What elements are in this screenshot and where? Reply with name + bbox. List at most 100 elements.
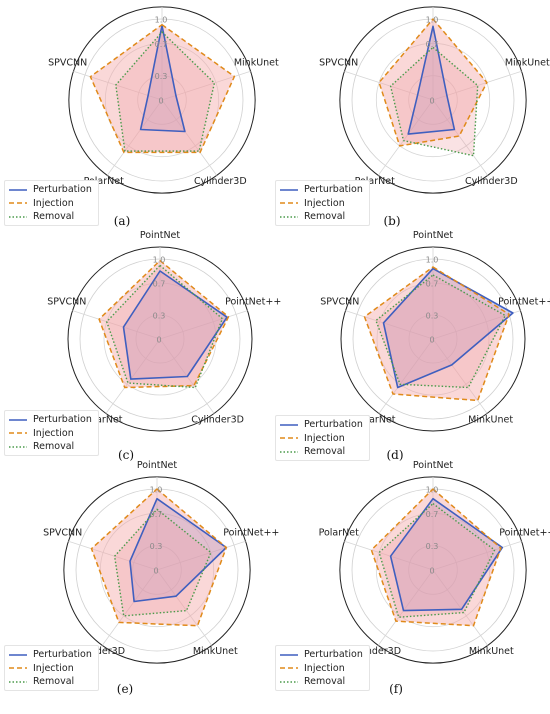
- axis-label-pointnet: PointNet: [140, 230, 181, 241]
- axis-label-cylinder3d: Cylinder3D: [194, 176, 247, 187]
- radar-outer-circle: [68, 6, 256, 194]
- radar-spoke: [73, 70, 163, 101]
- radial-tick-label: 0.7: [426, 40, 439, 49]
- radial-tick-label: 0.3: [426, 542, 439, 551]
- legend-label-injection: Injection: [304, 662, 345, 674]
- panel-caption: (f): [389, 682, 403, 696]
- series-line-injection: [90, 488, 228, 627]
- legend-swatch-removal: [280, 680, 298, 683]
- legend-swatch-removal: [280, 450, 298, 453]
- radar-outer-circle: [63, 476, 251, 664]
- axis-label-minkunet: MinkUnet: [468, 414, 513, 425]
- axis-label-polarnet: PolarNet: [82, 414, 123, 425]
- axis-label-polarnet: PolarNet: [84, 176, 125, 187]
- axis-label-minkunet: MinkUnet: [469, 646, 514, 657]
- legend-swatch-injection: [280, 202, 298, 205]
- radial-tick-label: 0.3: [150, 542, 163, 551]
- legend-label-perturbation: Perturbation: [33, 184, 92, 196]
- radar-outer-circle: [339, 476, 527, 664]
- legend-swatch-injection: [9, 202, 27, 205]
- radar-spoke: [161, 70, 251, 101]
- axis-label-cylinder3d: Cylinder3D: [191, 414, 244, 425]
- legend-label-injection: Injection: [33, 662, 74, 674]
- series-line-removal: [389, 46, 479, 157]
- axis-label-pointnet: PointNet: [413, 0, 454, 1]
- radial-tick-label: 1.0: [426, 486, 439, 495]
- legend: Perturbation Injection Removal: [4, 180, 99, 226]
- legend-swatch-injection: [280, 667, 298, 670]
- axis-label-spvcnn: SPVCNN: [47, 297, 86, 308]
- radar-spoke: [156, 540, 246, 571]
- legend: Perturbation Injection Removal: [4, 410, 99, 456]
- legend-label-injection: Injection: [304, 197, 345, 209]
- legend: Perturbation Injection Removal: [4, 645, 99, 691]
- legend-label-injection: Injection: [33, 427, 74, 439]
- series-line-perturbation: [122, 270, 228, 380]
- axis-label-pointnet: PointNet++: [225, 297, 281, 308]
- legend-item-perturbation: Perturbation: [280, 648, 363, 662]
- radar-spoke: [344, 540, 434, 571]
- radar-spoke: [72, 310, 161, 340]
- axis-label-cylinder3d: Cylinder3D: [465, 176, 518, 187]
- radial-tick-label: 0: [156, 336, 161, 345]
- axis-label-minkunet: MinkUnet: [505, 57, 550, 68]
- legend: Perturbation Injection Removal: [275, 415, 370, 461]
- legend-label-perturbation: Perturbation: [304, 419, 363, 431]
- axis-label-pointnet: PointNet++: [498, 297, 550, 308]
- axis-label-minkunet: MinkUnet: [193, 646, 238, 657]
- radial-tick-label: 0.7: [426, 510, 439, 519]
- radar-panel-f: 0 0.3 0.7 1.0 PointNet PointNet++ MinkUnet Cyli…: [275, 460, 550, 713]
- legend-label-removal: Removal: [304, 676, 346, 688]
- legend-label-removal: Removal: [33, 211, 75, 223]
- radial-tick-label: 1.0: [153, 256, 166, 265]
- radar-chart: 0 0.7 1.0 PointNet MinkUnet Cylinder3D PolarNe…: [319, 0, 550, 194]
- series-line-removal: [375, 274, 507, 389]
- radar-chart: 0 0.3 0.7 1.0 PointNet PointNet++ MinkUnet Cyli…: [319, 460, 550, 664]
- series-area-removal: [115, 32, 215, 152]
- series-area-perturbation: [130, 498, 227, 602]
- radar-spoke: [105, 338, 161, 414]
- legend-item-removal: Removal: [280, 445, 363, 459]
- series-area-removal: [114, 509, 211, 616]
- series-area-perturbation: [408, 26, 455, 135]
- series-line-perturbation: [407, 25, 456, 135]
- radar-spoke: [378, 338, 434, 414]
- series-line-removal: [115, 31, 216, 152]
- legend-swatch-removal: [9, 445, 27, 448]
- legend-label-perturbation: Perturbation: [304, 649, 363, 661]
- axis-label-pointnet: PointNet: [413, 460, 454, 471]
- series-line-injection: [363, 266, 510, 402]
- axis-label-pointnet: PointNet: [137, 460, 178, 471]
- legend-swatch-perturbation: [280, 188, 298, 191]
- axis-label-spvcnn: SPVCNN: [319, 57, 358, 68]
- series-line-removal: [378, 502, 496, 618]
- radar-chart: 0 0.3 0.7 1.0 PointNet PointNet++ MinkUnet Pola…: [320, 230, 550, 432]
- panel-caption: (d): [386, 448, 404, 462]
- series-area-injection: [99, 260, 229, 388]
- radial-tick-label: 0: [429, 97, 434, 106]
- legend-swatch-perturbation: [280, 653, 298, 656]
- radial-tick-label: 0: [158, 97, 163, 106]
- axis-label-spvcnn: SPVCNN: [48, 57, 87, 68]
- radial-tick-label: 1.0: [426, 16, 439, 25]
- series-line-injection: [98, 259, 230, 389]
- legend-label-perturbation: Perturbation: [33, 414, 92, 426]
- legend-swatch-injection: [9, 432, 27, 435]
- legend-label-injection: Injection: [304, 432, 345, 444]
- series-line-perturbation: [382, 267, 514, 389]
- radial-tick-label: 0: [429, 567, 434, 576]
- series-line-removal: [113, 508, 212, 617]
- series-area-injection: [90, 24, 235, 153]
- panel-caption: (a): [113, 214, 131, 228]
- panel-caption: (b): [383, 214, 401, 228]
- legend-item-perturbation: Perturbation: [9, 183, 92, 197]
- axis-label-pointnet: PointNet: [413, 230, 454, 241]
- series-area-perturbation: [390, 498, 503, 611]
- series-line-injection: [378, 18, 488, 147]
- radar-spoke: [377, 99, 434, 176]
- radial-tick-label: 0.7: [153, 280, 166, 289]
- radar-spoke: [156, 569, 213, 646]
- series-area-injection: [379, 19, 487, 146]
- legend-item-removal: Removal: [9, 210, 92, 224]
- radar-spoke: [377, 569, 434, 646]
